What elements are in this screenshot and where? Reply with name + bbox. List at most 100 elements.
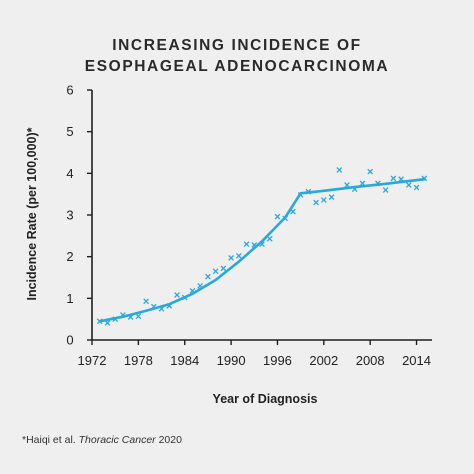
data-point-stroke: [197, 282, 204, 289]
data-point-x-marker: [104, 320, 111, 326]
data-point-x-marker: [305, 188, 312, 195]
trend-line: [98, 177, 426, 323]
data-point-x-marker: [382, 187, 389, 193]
data-point-stroke: [274, 213, 281, 220]
data-point-x-marker: [266, 235, 273, 242]
data-point-stroke: [351, 186, 358, 193]
data-point-x-marker: [398, 176, 404, 183]
y-tick-label: 6: [66, 83, 73, 98]
data-point-x-marker: [328, 194, 335, 200]
data-point-stroke: [305, 188, 312, 195]
data-point-x-marker: [313, 199, 319, 206]
data-point-x-marker: [181, 294, 188, 301]
data-point-x-marker: [205, 273, 211, 280]
x-tick-label: 1978: [124, 353, 153, 368]
data-point-x-marker: [243, 241, 250, 248]
data-point-stroke: [405, 182, 412, 188]
data-point-x-marker: [96, 318, 103, 325]
data-point-stroke: [166, 302, 173, 309]
data-point-x-marker: [282, 215, 289, 222]
data-point-x-marker: [174, 292, 180, 298]
data-point-stroke: [297, 192, 304, 198]
data-point-stroke: [205, 273, 211, 280]
data-point-stroke: [421, 175, 428, 182]
data-point-x-marker: [390, 175, 397, 182]
data-point-x-marker: [359, 180, 366, 187]
data-point-stroke: [135, 313, 142, 320]
x-tick-label: 1984: [170, 353, 199, 368]
data-point-x-marker: [274, 213, 281, 220]
data-point-stroke: [181, 294, 188, 301]
data-point-stroke: [120, 312, 126, 318]
data-point-x-marker: [158, 305, 165, 312]
chart-title-line-2: ESOPHAGEAL ADENOCARCINOMA: [84, 58, 390, 75]
data-point-stroke: [336, 167, 343, 173]
data-point-stroke: [220, 265, 227, 272]
data-point-stroke: [282, 215, 289, 222]
chart-title-line-1: INCREASING INCIDENCE OF: [112, 37, 362, 54]
y-tick-label: 3: [66, 208, 73, 223]
y-tick-label: 1: [66, 291, 73, 306]
data-point-x-marker: [251, 242, 258, 248]
data-point-x-marker: [127, 314, 134, 320]
chart-ticks: 0 1 2 3 4 5 6 1972 1978 1984 1990 1996 2002 2008 2014: [66, 83, 431, 369]
data-point-x-marker: [351, 186, 358, 193]
data-point-stroke: [344, 182, 350, 188]
data-point-stroke: [104, 320, 111, 326]
data-point-stroke: [235, 252, 242, 259]
data-point-stroke: [243, 241, 250, 248]
data-point-x-marker: [290, 208, 296, 215]
data-point-x-marker: [375, 180, 381, 187]
data-point-stroke: [375, 180, 381, 187]
data-point-stroke: [390, 175, 397, 182]
data-point-stroke: [228, 255, 234, 261]
y-tick-label: 4: [66, 166, 73, 181]
data-point-stroke: [413, 184, 420, 191]
x-tick-label: 2008: [356, 353, 385, 368]
chart-axes: [91, 90, 432, 341]
x-tick-label: 1990: [217, 353, 246, 368]
y-axis-title: Incidence Rate (per 100,000)*: [25, 127, 39, 300]
data-point-stroke: [150, 303, 157, 310]
data-point-stroke: [359, 180, 366, 187]
data-point-stroke: [259, 241, 265, 248]
data-point-stroke: [112, 316, 119, 323]
data-point-x-marker: [212, 268, 219, 275]
data-point-x-marker: [228, 255, 234, 261]
data-point-stroke: [127, 314, 134, 320]
data-point-x-marker: [189, 287, 196, 294]
chart-marks: [96, 167, 428, 326]
data-point-stroke: [313, 199, 319, 206]
data-point-stroke: [320, 197, 327, 203]
data-point-x-marker: [367, 168, 374, 175]
data-point-x-marker: [166, 302, 173, 309]
data-point-stroke: [328, 194, 335, 200]
data-point-x-marker: [320, 197, 327, 203]
x-tick-label: 2014: [402, 353, 431, 368]
data-point-x-marker: [405, 182, 412, 188]
data-point-x-marker: [143, 298, 149, 305]
y-tick-label: 2: [66, 249, 73, 264]
data-point-stroke: [143, 298, 149, 305]
data-point-x-marker: [413, 184, 420, 191]
data-point-x-marker: [259, 241, 265, 248]
data-point-stroke: [174, 292, 180, 298]
data-point-stroke: [212, 268, 219, 275]
data-point-x-marker: [197, 282, 204, 289]
data-point-stroke: [189, 287, 196, 294]
data-point-stroke: [96, 318, 103, 325]
data-point-stroke: [290, 208, 296, 215]
data-point-x-marker: [120, 312, 126, 318]
data-point-x-marker: [135, 313, 142, 320]
data-point-stroke: [158, 305, 165, 312]
data-point-x-marker: [336, 167, 343, 173]
data-point-stroke: [266, 235, 273, 242]
x-tick-label: 1996: [263, 353, 292, 368]
citation-journal: Thoracic Cancer: [78, 434, 156, 446]
data-point-stroke: [251, 242, 258, 248]
y-tick-label: 5: [66, 124, 73, 139]
data-point-stroke: [367, 168, 374, 175]
data-point-stroke: [398, 176, 404, 183]
